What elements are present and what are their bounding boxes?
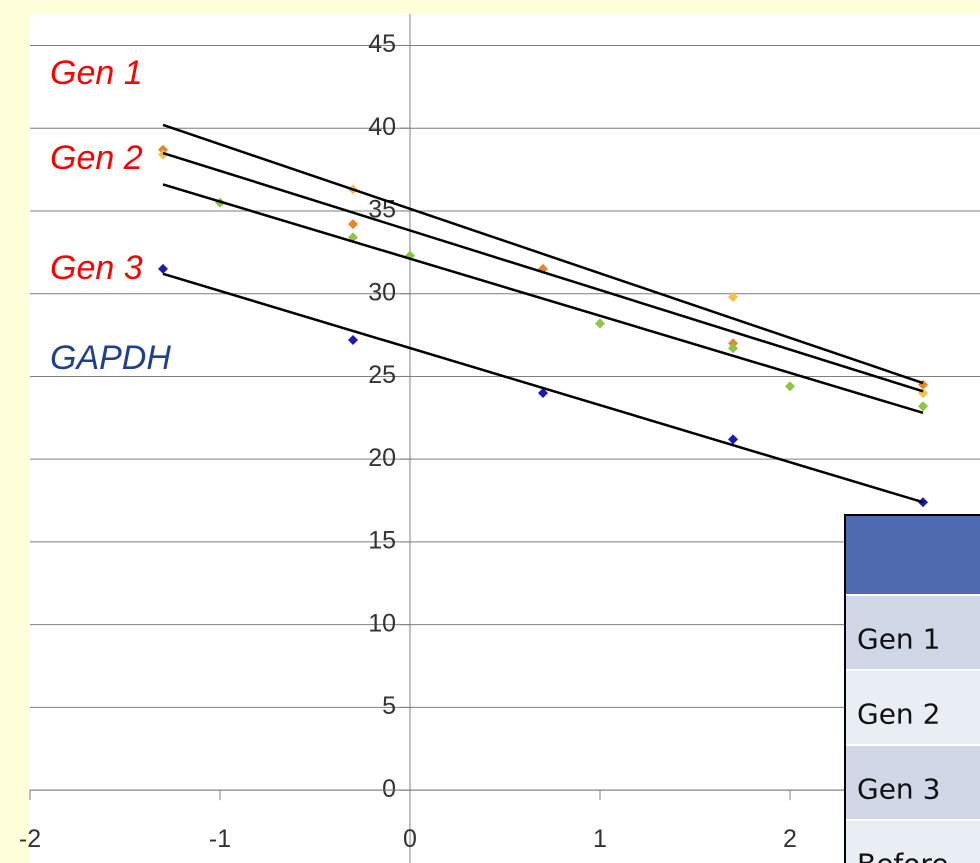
x-tick-label: 1 bbox=[593, 825, 607, 853]
data-point bbox=[785, 381, 795, 392]
x-tick-label: 0 bbox=[403, 825, 417, 853]
data-point bbox=[728, 343, 738, 354]
trend-line bbox=[162, 151, 924, 393]
trend-line bbox=[162, 272, 924, 504]
annotation: Gen 1 bbox=[50, 54, 143, 92]
annotation: Gen 2 bbox=[50, 139, 143, 177]
table-cell: Gen 2 bbox=[857, 698, 940, 731]
y-tick-label: 20 bbox=[368, 444, 396, 472]
table-row bbox=[844, 744, 980, 821]
x-tick-label: -2 bbox=[19, 825, 41, 853]
data-point bbox=[538, 387, 548, 398]
table-header bbox=[844, 514, 980, 596]
data-point bbox=[918, 401, 928, 412]
data-point bbox=[595, 318, 605, 329]
y-tick-label: 40 bbox=[368, 113, 396, 141]
table-cell: Before bbox=[857, 848, 949, 863]
data-point bbox=[348, 335, 358, 346]
y-tick-label: 10 bbox=[368, 609, 396, 637]
trend-line bbox=[162, 123, 924, 385]
annotation: GAPDH bbox=[50, 339, 171, 377]
y-tick-label: 45 bbox=[368, 30, 396, 58]
data-point bbox=[348, 219, 358, 230]
x-tick-label: 2 bbox=[783, 825, 797, 853]
table-cell: Gen 1 bbox=[857, 623, 940, 656]
y-tick-label: 5 bbox=[382, 692, 396, 720]
data-point bbox=[728, 292, 738, 302]
y-tick-label: 15 bbox=[368, 527, 396, 555]
annotation: Gen 3 bbox=[50, 249, 143, 287]
y-tick-label: 25 bbox=[368, 361, 396, 389]
table-cell: Gen 3 bbox=[857, 773, 940, 806]
y-tick-label: 30 bbox=[368, 278, 396, 306]
x-tick-label: -1 bbox=[209, 825, 231, 853]
y-tick-label: 0 bbox=[382, 775, 396, 803]
table-row bbox=[844, 594, 980, 671]
data-point bbox=[158, 263, 168, 274]
data-point bbox=[158, 149, 168, 160]
plot-area bbox=[30, 14, 980, 863]
trend-line bbox=[162, 183, 924, 415]
data-point bbox=[728, 434, 738, 445]
